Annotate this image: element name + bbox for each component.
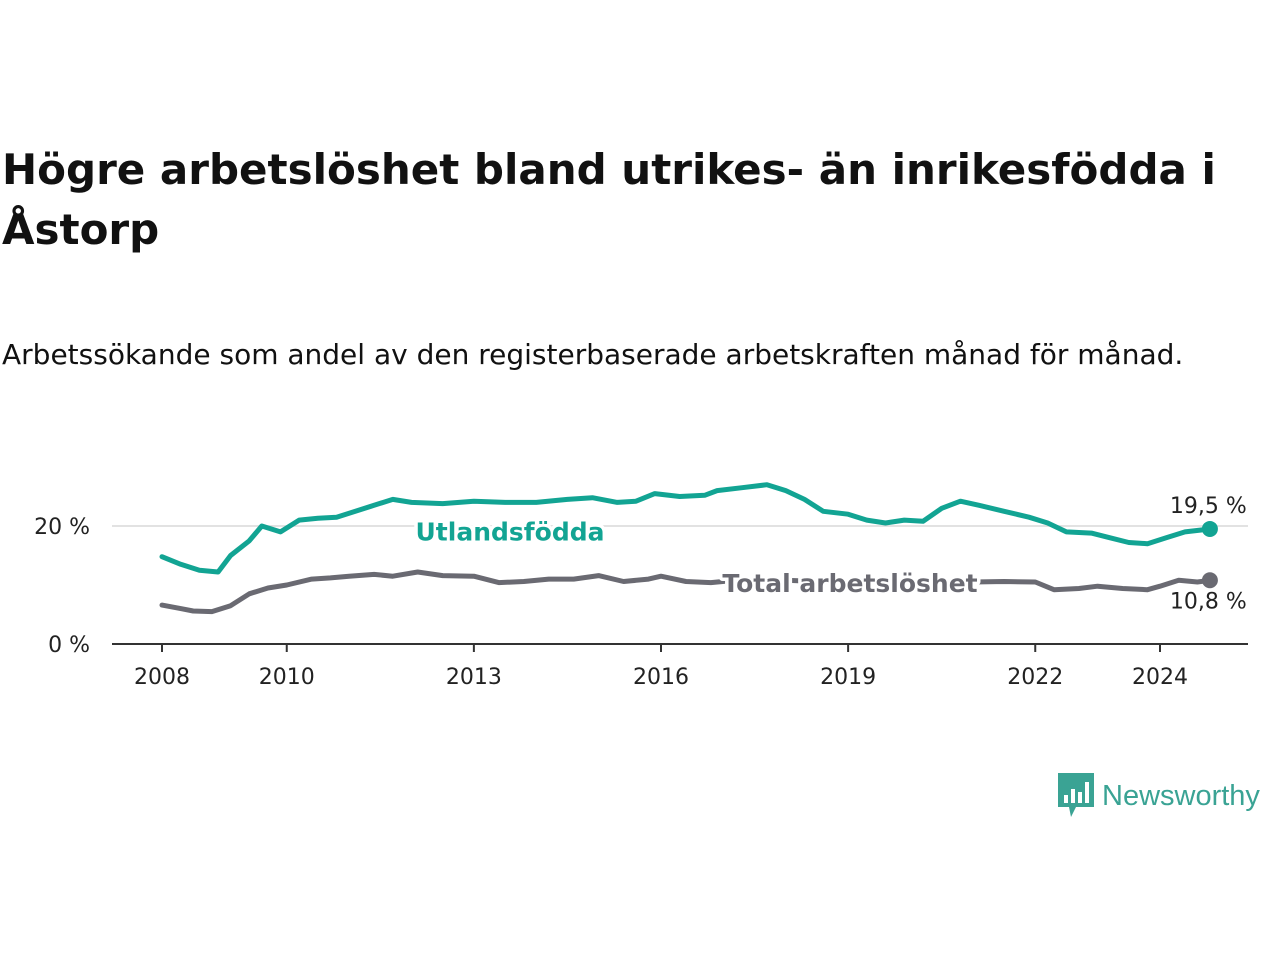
bar-chart-speech-bubble-icon <box>1058 773 1094 817</box>
series-name-label: Utlandsfödda <box>416 518 605 547</box>
series-end-label: 10,8 % <box>1170 589 1247 614</box>
x-tick-label: 2022 <box>1007 665 1063 690</box>
series-end-point <box>1201 520 1218 537</box>
x-tick-label: 2016 <box>633 665 689 690</box>
chart-subtitle: Arbetssökande som andel av den registerb… <box>2 338 1184 371</box>
x-tick-label: 2019 <box>820 665 876 690</box>
x-tick-label: 2013 <box>446 665 502 690</box>
x-tick-label: 2010 <box>259 665 315 690</box>
series-end-point <box>1201 572 1218 589</box>
series-line-utlandsfodda <box>159 482 1213 575</box>
newsworthy-logo: Newsworthy <box>1058 772 1260 820</box>
chart-title: Högre arbetslöshet bland utrikes- än inr… <box>2 145 1216 254</box>
x-tick-label: 2024 <box>1132 665 1188 690</box>
x-tick-label: 2008 <box>134 665 190 690</box>
series-end-label: 19,5 % <box>1170 494 1247 519</box>
series-name-label: Total arbetslöshet <box>722 569 977 598</box>
y-tick-label: 20 % <box>34 515 90 540</box>
series-line-total <box>159 569 1213 615</box>
line-chart: 0 % 20 % 2008 2010 2013 2016 2019 2022 2024 19,5… <box>34 482 1248 690</box>
brand-name: Newsworthy <box>1102 779 1260 812</box>
y-tick-label: 0 % <box>48 633 90 658</box>
